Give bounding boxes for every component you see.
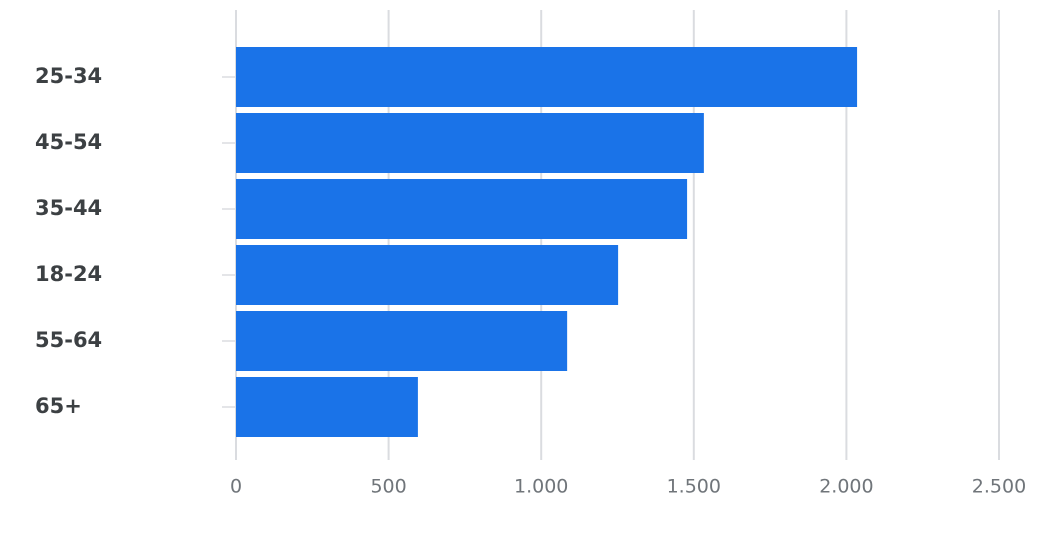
x-tick-label: 1.500	[667, 476, 721, 498]
bar	[236, 377, 418, 437]
y-tick-label: 55-64	[35, 328, 102, 352]
y-tick-label: 65+	[35, 394, 82, 418]
bar	[236, 245, 619, 305]
x-tick-label: 2.000	[819, 476, 873, 498]
x-tick-label: 0	[230, 476, 242, 498]
y-tick-label: 35-44	[35, 196, 102, 220]
x-tick-label: 1.000	[514, 476, 568, 498]
bar	[236, 47, 858, 107]
bar	[236, 311, 568, 371]
y-tick-label: 25-34	[35, 64, 102, 88]
x-tick-label: 2.500	[972, 476, 1026, 498]
x-tick-label: 500	[370, 476, 406, 498]
bar	[236, 113, 704, 173]
y-tick-label: 45-54	[35, 130, 102, 154]
bar	[236, 179, 688, 239]
y-tick-label: 18-24	[35, 262, 102, 286]
